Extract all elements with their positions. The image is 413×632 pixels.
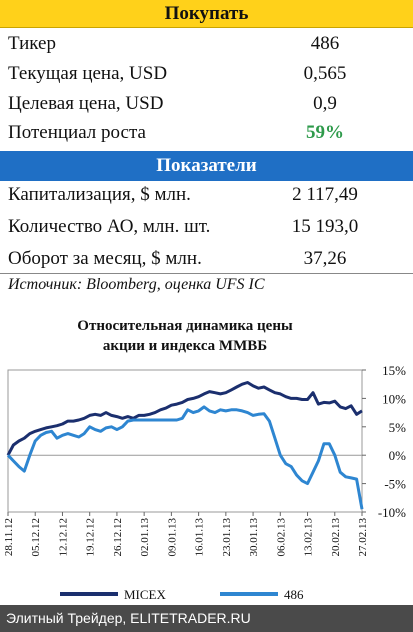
label: Оборот за месяц, $ млн.	[8, 248, 202, 269]
table-row: Оборот за месяц, $ млн. 37,26	[0, 244, 413, 274]
section-bar: Показатели	[0, 151, 413, 181]
value: 59%	[306, 122, 344, 143]
legend-label: 486	[284, 587, 304, 602]
x-tick-label: 27.02.13	[357, 518, 369, 557]
value: 486	[310, 33, 340, 54]
x-tick-label: 28.11.12	[3, 518, 15, 556]
label: Потенциал роста	[8, 122, 146, 143]
label: Текущая цена, USD	[8, 63, 168, 84]
header-bar: Покупать	[0, 0, 413, 28]
table-row: Текущая цена, USD 0,565	[0, 59, 413, 89]
legend-label: MICEX	[124, 587, 167, 602]
value: 0,9	[313, 93, 337, 114]
x-tick-label: 02.01.13	[139, 518, 151, 557]
plot-frame	[7, 369, 363, 513]
divider	[0, 273, 413, 274]
y-tick-label: -10%	[378, 505, 406, 520]
x-tick-label: 05.12.12	[30, 518, 42, 557]
y-tick-label: -5%	[384, 477, 406, 492]
x-tick-label: 06.02.13	[275, 518, 287, 557]
x-tick-label: 23.01.13	[221, 518, 233, 557]
value: 37,26	[303, 248, 347, 269]
x-tick-label: 16.01.13	[194, 518, 206, 557]
y-tick-label: 5%	[389, 420, 407, 435]
series-line	[6, 405, 364, 510]
label: Тикер	[8, 33, 56, 54]
x-tick-label: 19.12.12	[85, 518, 97, 557]
x-tick-label: 12.12.12	[57, 518, 69, 557]
x-tick-label: 30.01.13	[248, 518, 260, 557]
footer: Элитный Трейдер, ELITETRADER.RU	[0, 605, 413, 632]
x-tick-label: 20.02.13	[330, 518, 342, 557]
value: 2 117,49	[292, 184, 358, 205]
label: Количество АО, млн. шт.	[8, 216, 211, 237]
x-tick-label: 09.01.13	[166, 518, 178, 557]
table-row: Количество АО, млн. шт. 15 193,0	[0, 212, 413, 242]
value: 15 193,0	[291, 216, 359, 237]
table-row: Потенциал роста 59%	[0, 118, 413, 148]
chart-title: Относительная динамика цены	[77, 318, 293, 334]
x-tick-label: 26.12.12	[112, 518, 124, 557]
chart-title: акции и индекса ММВБ	[103, 338, 267, 354]
value: 0,565	[303, 63, 347, 84]
y-tick-label: 0%	[389, 448, 407, 463]
table-row: Тикер 486	[0, 29, 413, 59]
source-note: Источник: Bloomberg, оценка UFS IC	[8, 276, 265, 293]
x-tick-label: 13.02.13	[303, 518, 315, 557]
y-tick-label: 10%	[382, 391, 406, 406]
chart: Относительная динамика цены акции и индек…	[3, 318, 407, 602]
label: Капитализация, $ млн.	[8, 184, 191, 205]
table-row: Целевая цена, USD 0,9	[0, 89, 413, 119]
series-line	[6, 381, 363, 456]
y-tick-label: 15%	[382, 363, 406, 378]
label: Целевая цена, USD	[8, 93, 164, 114]
table-row: Капитализация, $ млн. 2 117,49	[0, 180, 413, 210]
